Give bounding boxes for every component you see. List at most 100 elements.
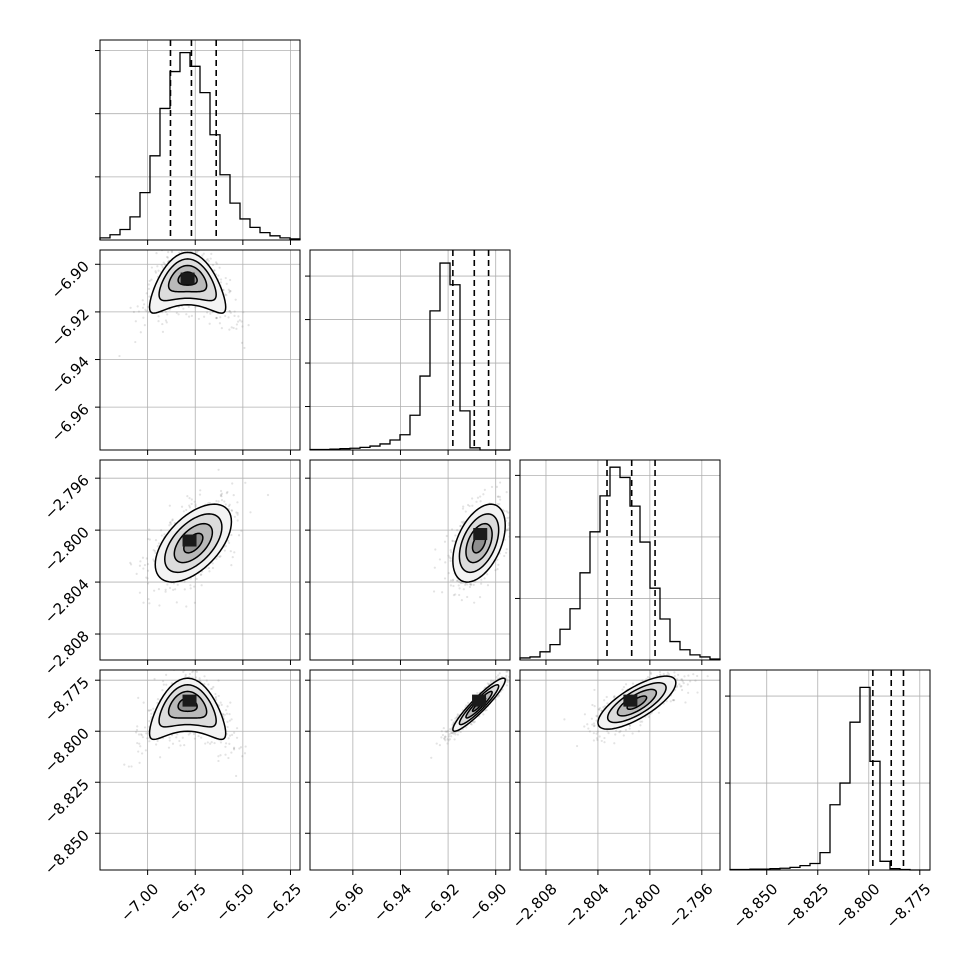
scatter-point (446, 742, 449, 745)
scatter-point (217, 694, 220, 698)
scatter-point (482, 713, 485, 716)
scatter-point (221, 712, 225, 716)
scatter-point (649, 672, 653, 675)
scatter-point (476, 691, 479, 695)
scatter-point (622, 686, 626, 689)
scatter-point (166, 247, 168, 249)
scatter-point (241, 755, 244, 758)
scatter-point (219, 701, 222, 704)
scatter-point (162, 683, 165, 686)
scatter-point (170, 682, 173, 685)
contour-line (458, 684, 500, 726)
scatter-point (460, 520, 463, 524)
scatter-point (218, 555, 221, 558)
scatter-point (602, 705, 605, 709)
scatter-point (198, 677, 201, 680)
scatter-point (244, 481, 247, 484)
scatter-point (137, 750, 140, 753)
scatter-point (209, 687, 213, 691)
scatter-point (441, 733, 445, 737)
scatter-point (229, 278, 232, 282)
scatter-point (163, 533, 166, 536)
scatter-point (449, 559, 452, 562)
scatter-point (213, 269, 216, 272)
scatter-point (189, 584, 192, 587)
scatter-point (450, 735, 453, 738)
scatter-point (440, 730, 443, 733)
scatter-point (450, 728, 453, 731)
scatter-point (168, 586, 172, 590)
scatter-point (134, 340, 137, 344)
scatter-point (145, 292, 148, 295)
scatter-point (464, 510, 467, 513)
scatter-point (220, 498, 224, 502)
scatter-point (628, 727, 631, 730)
scatter-point (167, 746, 171, 749)
scatter-point (673, 671, 676, 674)
scatter-point (494, 698, 497, 701)
scatter-point (447, 572, 450, 575)
scatter-point (497, 695, 500, 698)
contour-line (452, 677, 506, 732)
scatter-point (590, 717, 593, 720)
scatter-point (225, 492, 228, 495)
scatter-point (193, 737, 197, 740)
scatter-point (187, 733, 190, 736)
scatter-point (645, 678, 648, 681)
scatter-point (217, 759, 220, 763)
scatter-point (472, 721, 476, 724)
scatter-point (235, 323, 239, 326)
scatter-point (168, 308, 171, 311)
x-tick-label: −8.825 (781, 880, 833, 932)
scatter-point (505, 670, 508, 673)
scatter-point (593, 705, 596, 708)
scatter-point (168, 504, 171, 507)
scatter-point (150, 716, 153, 719)
scatter-point (233, 310, 236, 313)
scatter-point (223, 549, 226, 552)
scatter-point (619, 729, 622, 733)
x-tick-label: −2.800 (613, 880, 665, 932)
scatter-point (170, 523, 173, 526)
scatter-point (190, 502, 193, 506)
scatter-point (237, 315, 240, 318)
scatter-point (160, 264, 163, 267)
scatter-point (583, 725, 586, 728)
scatter-point (147, 283, 150, 286)
scatter-point (450, 718, 453, 722)
scatter-point (154, 270, 157, 273)
scatter-point (462, 588, 465, 591)
scatter-point (485, 708, 488, 712)
scatter-point (210, 252, 213, 256)
scatter-point (178, 251, 181, 254)
scatter-point (451, 723, 454, 726)
scatter-point (445, 534, 448, 538)
scatter-point (452, 594, 456, 597)
scatter-point (438, 744, 441, 747)
scatter-point (227, 737, 230, 740)
scatter-point (190, 498, 193, 501)
contour-line (597, 675, 677, 730)
scatter-point (458, 587, 461, 590)
scatter-point (182, 247, 184, 249)
pair-0-1-density (118, 247, 250, 358)
scatter-point (167, 251, 170, 254)
scatter-point (172, 588, 175, 591)
scatter-point (233, 314, 236, 318)
scatter-point (157, 542, 161, 545)
scatter-point (470, 723, 473, 726)
scatter-point (443, 737, 446, 740)
scatter-point (206, 741, 209, 744)
scatter-point (507, 522, 510, 525)
scatter-point (679, 685, 682, 688)
scatter-point (449, 557, 452, 560)
scatter-point (139, 560, 142, 563)
scatter-point (448, 738, 452, 741)
scatter-point (563, 718, 566, 721)
scatter-point (667, 673, 671, 676)
scatter-point (504, 551, 508, 554)
contour-line (158, 258, 217, 302)
y-tick-label: −8.800 (41, 724, 93, 776)
scatter-point (454, 534, 457, 537)
scatter-point (480, 578, 483, 581)
